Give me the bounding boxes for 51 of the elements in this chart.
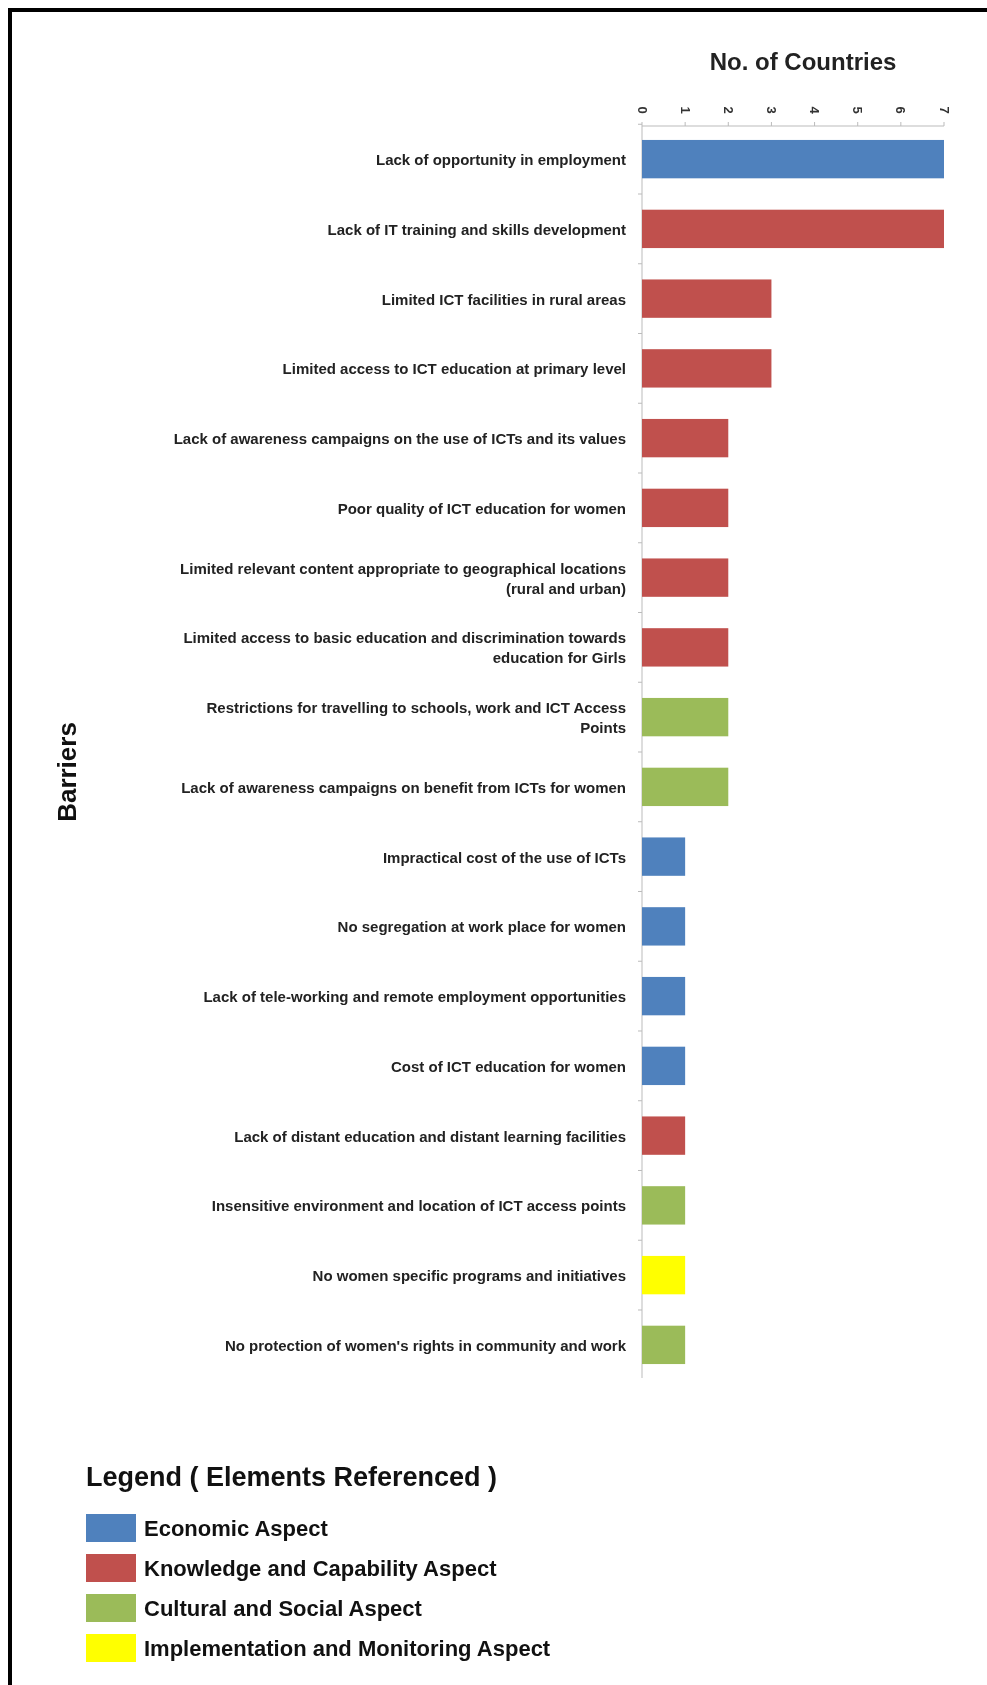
bar xyxy=(642,488,729,528)
y-tick-label: Insensitive environment and location of ICT access points xyxy=(211,1196,626,1214)
bar xyxy=(642,907,686,946)
bar xyxy=(642,697,729,737)
y-tick-label: Lack of distant education and distant learning facilities xyxy=(234,1127,626,1145)
y-tick-label: Restrictions for travelling to schools, work and ICT Access Points xyxy=(206,698,626,736)
y-tick-label: Cost of ICT education for women xyxy=(391,1057,626,1075)
legend-label: Implementation and Monitoring Aspect xyxy=(144,1635,551,1661)
y-tick-label: No women specific programs and initiatives xyxy=(312,1266,626,1284)
y-tick-label: Limited relevant content appropriate to geographical locations (rural and urban) xyxy=(180,559,626,597)
bar xyxy=(642,349,772,388)
y-tick-label: Poor quality of ICT education for women xyxy=(337,499,626,517)
bar xyxy=(642,767,729,807)
y-tick-label: Impractical cost of the use of ICTs xyxy=(382,848,626,866)
bar xyxy=(642,279,772,318)
x-tick-label: 6 xyxy=(893,106,909,114)
legend-label: Knowledge and Capability Aspect xyxy=(144,1555,498,1581)
y-tick-label: No protection of women's rights in community and work xyxy=(224,1336,627,1354)
bar xyxy=(642,558,729,597)
x-tick-label: 1 xyxy=(677,106,693,114)
x-tick-label: 2 xyxy=(720,106,736,114)
bar xyxy=(642,1325,686,1365)
legend-title: Legend ( Elements Referenced ) xyxy=(86,1462,498,1492)
bar xyxy=(642,139,944,179)
y-tick-label: Lack of awareness campaigns on benefit from ICTs for women xyxy=(181,778,626,796)
legend-label: Economic Aspect xyxy=(144,1515,329,1541)
x-tick-label: 3 xyxy=(763,106,779,114)
y-tick-label: Lack of tele-working and remote employment opportunities xyxy=(203,987,626,1005)
y-tick-label: Lack of opportunity in employment xyxy=(375,150,626,168)
y-tick-label: Lack of IT training and skills development xyxy=(327,220,626,238)
bar xyxy=(642,418,729,458)
bar xyxy=(642,209,944,249)
legend-label: Cultural and Social Aspect xyxy=(144,1595,423,1621)
x-tick-label: 7 xyxy=(936,106,952,114)
bar xyxy=(642,1186,686,1225)
x-axis-title: No. of Countries xyxy=(709,48,897,75)
x-tick-label: 5 xyxy=(850,106,866,114)
bar xyxy=(642,1255,686,1295)
bar xyxy=(642,976,686,1016)
y-tick-label: No segregation at work place for women xyxy=(337,917,626,935)
bar xyxy=(642,628,729,667)
y-tick-label: Limited ICT facilities in rural areas xyxy=(381,290,626,308)
y-tick-label: Lack of awareness campaigns on the use of ICTs and its values xyxy=(173,429,626,447)
y-tick-label: Limited access to ICT education at primary level xyxy=(282,359,626,377)
bar xyxy=(642,1116,686,1155)
x-tick-label: 4 xyxy=(807,106,823,115)
bar xyxy=(642,1046,686,1086)
y-tick-label: Limited access to basic education and discrimination towards education for Girls xyxy=(183,628,626,666)
y-axis-title: Barriers xyxy=(52,722,82,822)
x-tick-label: 0 xyxy=(634,106,650,114)
bar xyxy=(642,837,686,876)
